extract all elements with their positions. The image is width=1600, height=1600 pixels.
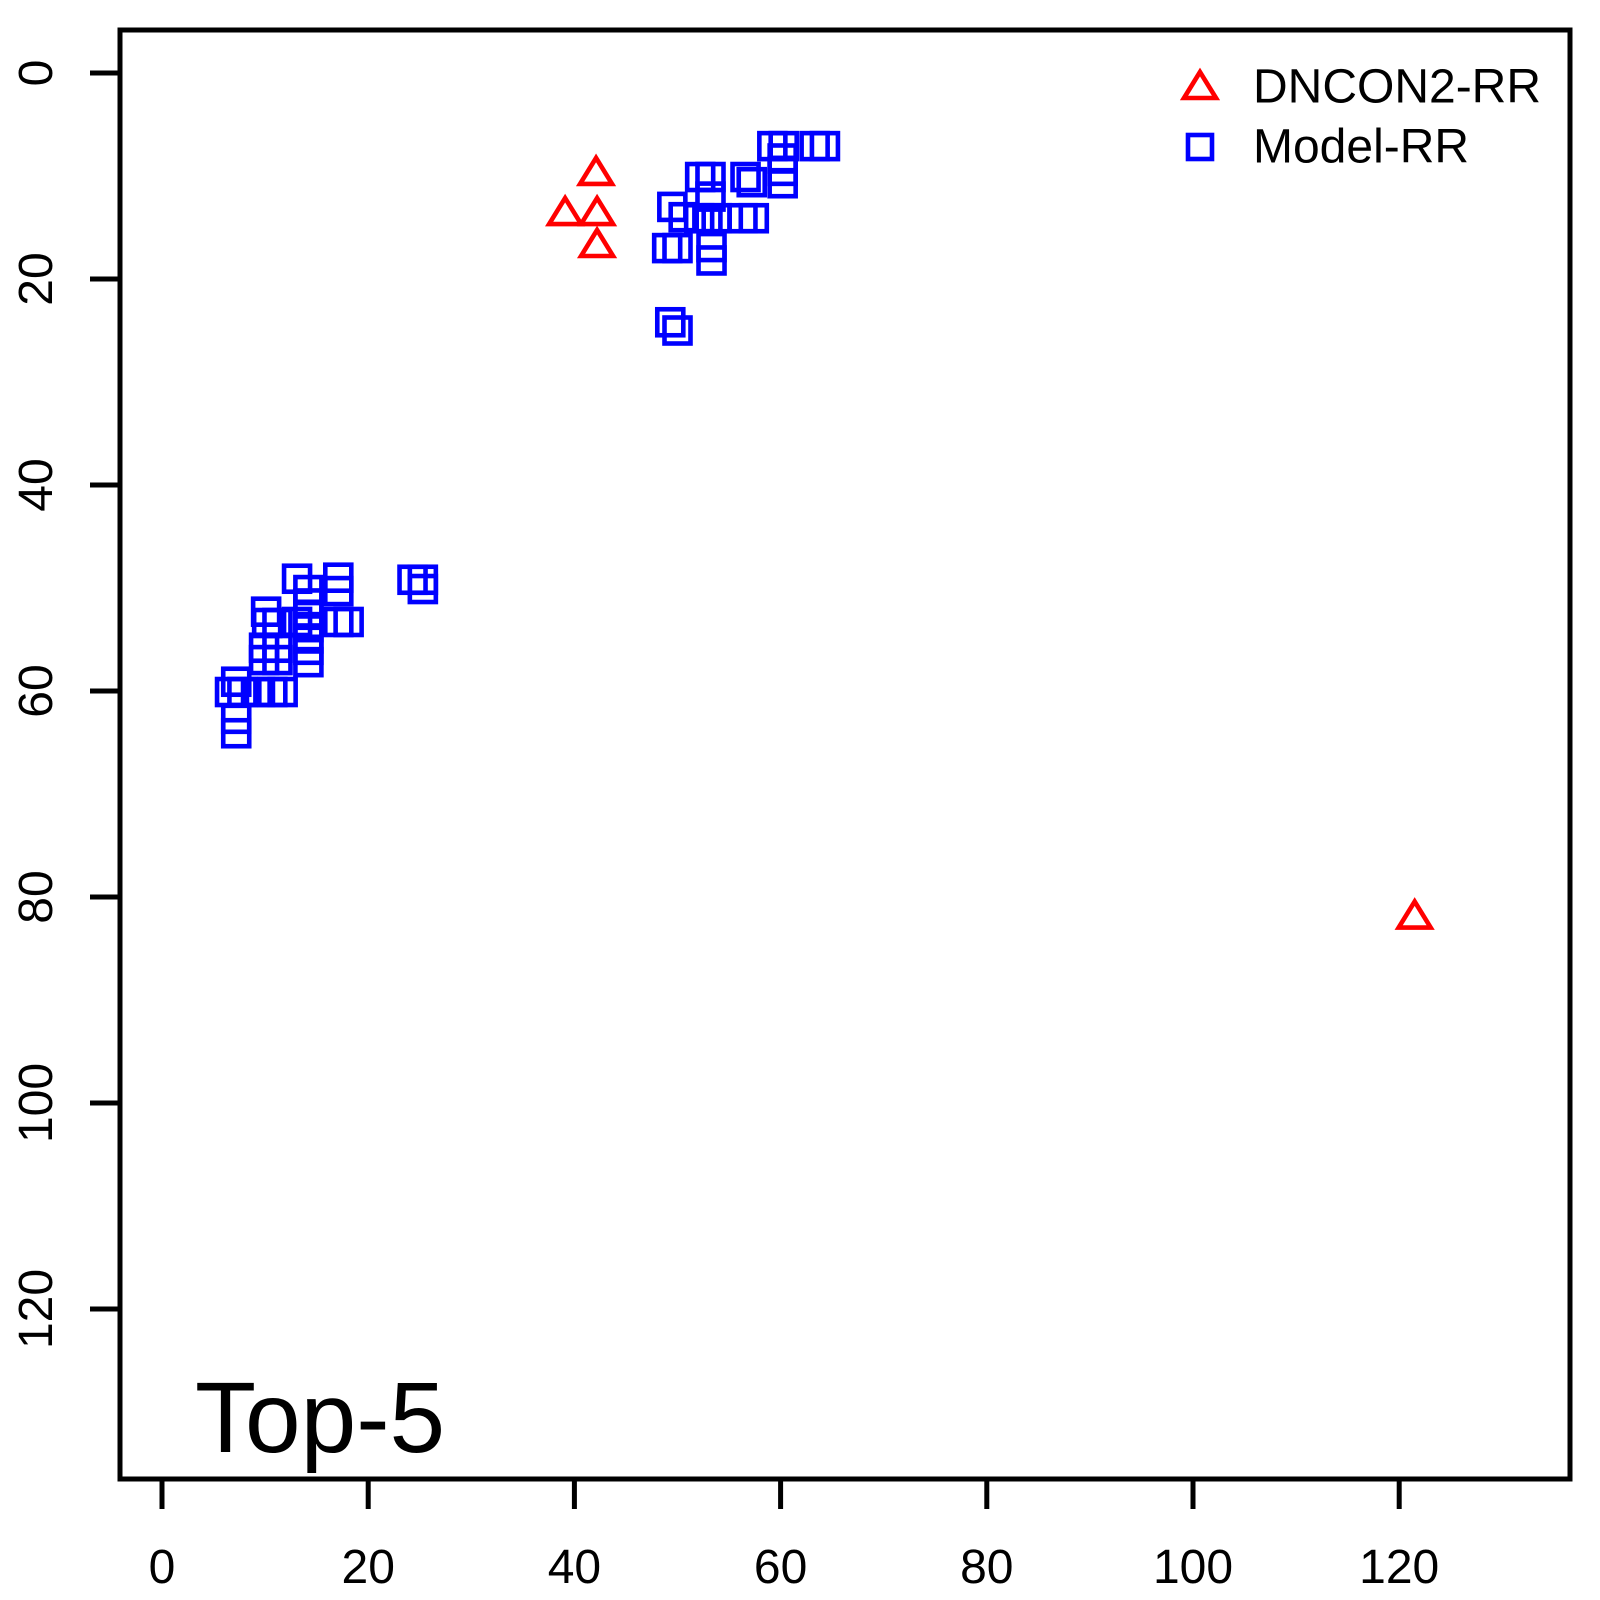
plot-corner-label: Top-5 [195, 1362, 445, 1474]
data-point-model-rr [696, 245, 727, 276]
data-point-model-rr [736, 166, 768, 198]
data-point-model-rr [262, 644, 293, 676]
data-point-dncon2-rr [1394, 897, 1435, 930]
legend-square-icon [1185, 132, 1215, 162]
legend-label-model-rr: Model-RR [1253, 121, 1469, 174]
data-point-model-rr [662, 315, 693, 346]
data-point-model-rr [738, 202, 770, 234]
y-axis-tick-label: 80 [10, 870, 63, 923]
data-point-dncon2-rr [545, 193, 586, 227]
data-point-model-rr [333, 606, 364, 638]
x-axis-tick-label: 120 [1359, 1541, 1439, 1594]
x-axis-tick-label: 0 [149, 1541, 176, 1594]
data-point-dncon2-rr [576, 225, 618, 259]
x-axis-tick-label: 40 [548, 1541, 601, 1594]
y-axis-tick-label: 120 [10, 1269, 63, 1349]
data-point-model-rr [695, 161, 726, 193]
x-axis-tick-label: 80 [960, 1541, 1013, 1594]
data-point-model-rr [730, 161, 761, 193]
x-axis-tick-label: 60 [754, 1541, 807, 1594]
data-point-model-rr [323, 606, 354, 638]
data-point-dncon2-rr [575, 153, 617, 187]
series-dncon2-rr [545, 153, 1435, 930]
data-point-model-rr [651, 232, 683, 264]
y-axis-tick-label: 0 [10, 60, 63, 87]
data-point-model-rr [799, 130, 830, 162]
legend-label-dncon2-rr: DNCON2-RR [1253, 61, 1541, 114]
x-axis-tick-label: 20 [342, 1541, 395, 1594]
y-axis-tick-label: 40 [10, 458, 63, 511]
legend-triangle-icon [1179, 67, 1221, 101]
y-axis-tick-label: 20 [10, 252, 63, 305]
series-model-rr [214, 130, 841, 749]
data-point-model-rr [267, 676, 298, 708]
data-point-model-rr [407, 564, 439, 596]
data-point-model-rr [220, 717, 252, 749]
data-point-dncon2-rr [576, 193, 618, 227]
data-point-model-rr [662, 232, 693, 264]
x-axis-tick-label: 100 [1153, 1541, 1233, 1594]
data-point-model-rr [684, 161, 716, 193]
data-point-model-rr [654, 306, 686, 338]
data-point-model-rr [767, 167, 798, 199]
plot-border [117, 27, 1573, 1482]
data-point-model-rr [293, 646, 324, 678]
y-axis-tick-label: 100 [10, 1063, 63, 1143]
data-point-model-rr [407, 573, 439, 605]
legend: DNCON2-RR Model-RR [1179, 61, 1541, 174]
data-point-model-rr [323, 575, 354, 607]
data-point-model-rr [809, 130, 841, 162]
data-point-model-rr [397, 564, 428, 596]
y-axis-tick-label: 60 [10, 664, 63, 717]
